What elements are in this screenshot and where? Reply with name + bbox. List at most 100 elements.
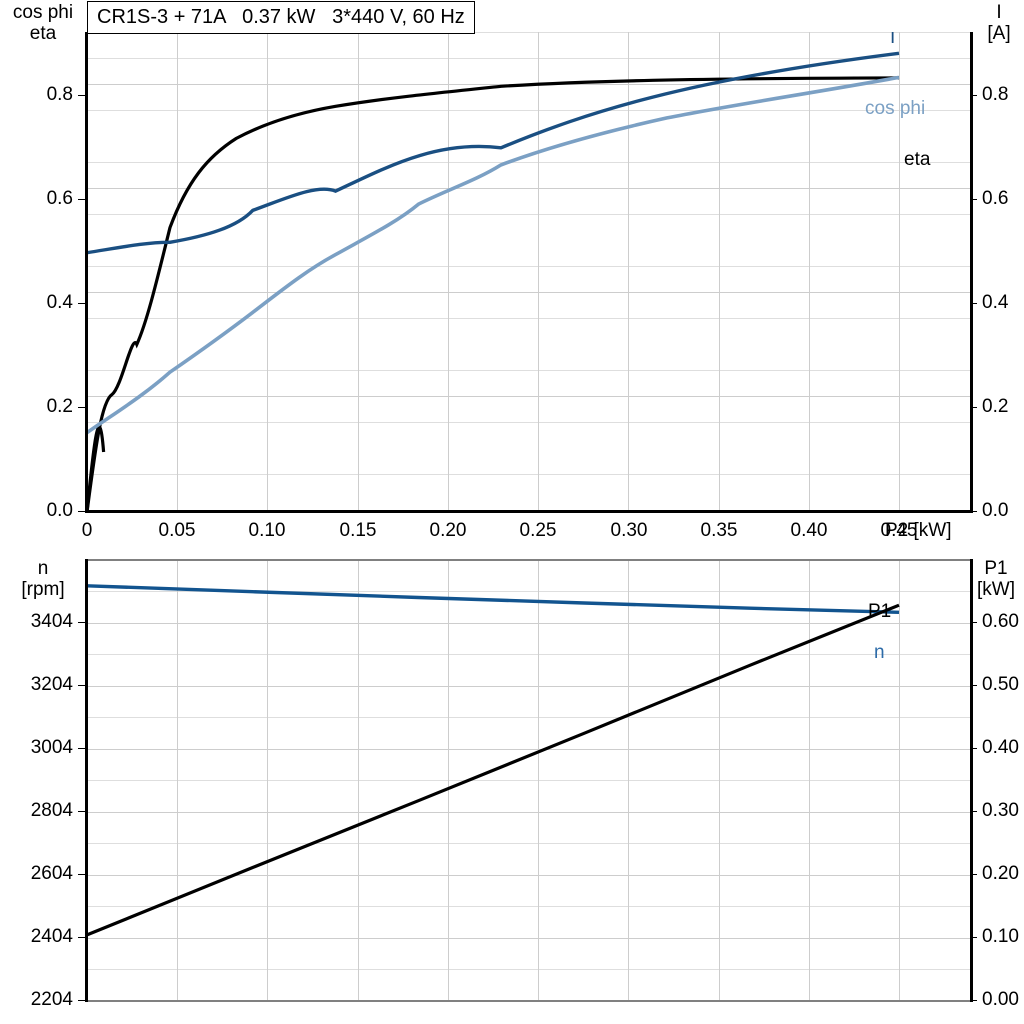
gridline-v [358, 32, 359, 512]
ticklabel-right: 0.20 [982, 863, 1019, 884]
ticklabel-right: 0.50 [982, 674, 1019, 695]
gridline-h [87, 717, 971, 718]
gridline-h [87, 58, 971, 59]
gridline-h [87, 591, 971, 592]
top-left-axis-title: cos phi eta [2, 2, 84, 44]
bottom-left-axis-title-line2: [rpm] [21, 579, 65, 600]
gridline-v [448, 560, 449, 1001]
x-axis-title: P2 [kW] [885, 520, 952, 541]
top-left-axis-title-line2: eta [29, 23, 57, 44]
bottom-plot-area: P1 n [87, 560, 971, 1001]
ticklabel-right: 0.0 [982, 500, 1009, 521]
ticklabel-left: 0.6 [46, 188, 73, 209]
tick-left [78, 937, 85, 938]
gridline-h-major [87, 938, 971, 939]
gridline-h [87, 654, 971, 655]
tick-right [970, 874, 977, 875]
gridline-h-major [87, 188, 971, 189]
ticklabel-left: 0.0 [46, 500, 73, 521]
bottom-right-axis-title-line2: [kW] [977, 579, 1015, 600]
ticklabel-x: 0.30 [610, 520, 648, 541]
gridline-h [87, 162, 971, 163]
tick-right [970, 937, 977, 938]
gridline-h-major [87, 292, 971, 293]
ticklabel-x: 0.10 [248, 520, 286, 541]
gridline-v [809, 560, 810, 1001]
gridline-h-major [87, 812, 971, 813]
ticklabel-right: 0.6 [982, 188, 1009, 209]
curve-label-power-p1: P1 [868, 601, 892, 622]
gridline-v [358, 560, 359, 1001]
ticklabel-x: 0.05 [158, 520, 196, 541]
tick-left [78, 622, 85, 623]
gridline-h-major [87, 686, 971, 687]
gridline-h [87, 214, 971, 215]
gridline-h [87, 110, 971, 111]
ticklabel-right: 0.60 [982, 611, 1019, 632]
tick-left [78, 874, 85, 875]
ticklabel-right: 0.00 [982, 989, 1019, 1010]
ticklabel-right: 0.4 [982, 292, 1009, 313]
tick-left [78, 199, 85, 200]
gridline-h-major [87, 623, 971, 624]
top-bottom-axis-line [85, 510, 973, 513]
top-right-axis-title-line2: [A] [987, 23, 1011, 44]
ticklabel-x: 0.25 [519, 520, 557, 541]
ticklabel-right: 0.2 [982, 396, 1009, 417]
bottom-right-axis-title-line1: P1 [984, 558, 1008, 579]
tick-right [970, 95, 977, 96]
bottom-left-axis-line [85, 559, 88, 1002]
curve-power-p1 [87, 603, 900, 937]
ticklabel-left: 3004 [30, 737, 73, 758]
tick-left [78, 511, 85, 512]
bottom-plot-bottom-border [87, 1000, 973, 1002]
gridline-h [87, 843, 971, 844]
gridline-h-major [87, 396, 971, 397]
gridline-h [87, 780, 971, 781]
gridline-v [628, 560, 629, 1001]
tick-left [78, 685, 85, 686]
ticklabel-left: 0.4 [46, 292, 73, 313]
ticklabel-x: 0.40 [790, 520, 828, 541]
curve-cos-phi [87, 75, 900, 435]
gridline-v [538, 560, 539, 1001]
bottom-chart: n [rpm] P1 [kW] [0, 548, 1024, 1024]
tick-right [970, 748, 977, 749]
gridline-v [177, 32, 178, 512]
gridline-h [87, 370, 971, 371]
tick-right [970, 622, 977, 623]
gridline-h [87, 318, 971, 319]
gridline-h-major [87, 749, 971, 750]
top-curves-svg [87, 51, 900, 512]
gridline-v [809, 32, 810, 512]
gridline-h [87, 32, 971, 33]
gridline-h [87, 969, 971, 970]
gridline-v [267, 32, 268, 512]
gridline-h [87, 266, 971, 267]
tick-left [78, 1000, 85, 1001]
chart-title-box: CR1S-3 + 71A 0.37 kW 3*440 V, 60 Hz [87, 1, 475, 34]
ticklabel-left: 0.2 [46, 396, 73, 417]
tick-left [78, 748, 85, 749]
ticklabel-left: 2604 [30, 863, 73, 884]
ticklabel-left: 2404 [30, 926, 73, 947]
bottom-left-axis-title: n [rpm] [2, 558, 84, 600]
top-right-axis-title-line1: I [996, 2, 1002, 23]
tick-left [78, 407, 85, 408]
tick-right [970, 811, 977, 812]
tick-left [78, 303, 85, 304]
gridline-v [177, 560, 178, 1001]
top-left-axis-title-line1: cos phi [12, 2, 74, 23]
gridline-v [448, 32, 449, 512]
bottom-right-axis-line [970, 559, 973, 1002]
tick-right [970, 685, 977, 686]
curve-eta-main [87, 76, 900, 512]
ticklabel-left: 2204 [30, 989, 73, 1010]
top-right-axis-title: I [A] [975, 2, 1023, 44]
gridline-v [899, 560, 900, 1001]
ticklabel-left: 3404 [30, 611, 73, 632]
tick-right [970, 511, 977, 512]
tick-left [78, 95, 85, 96]
ticklabel-x: 0.20 [429, 520, 467, 541]
